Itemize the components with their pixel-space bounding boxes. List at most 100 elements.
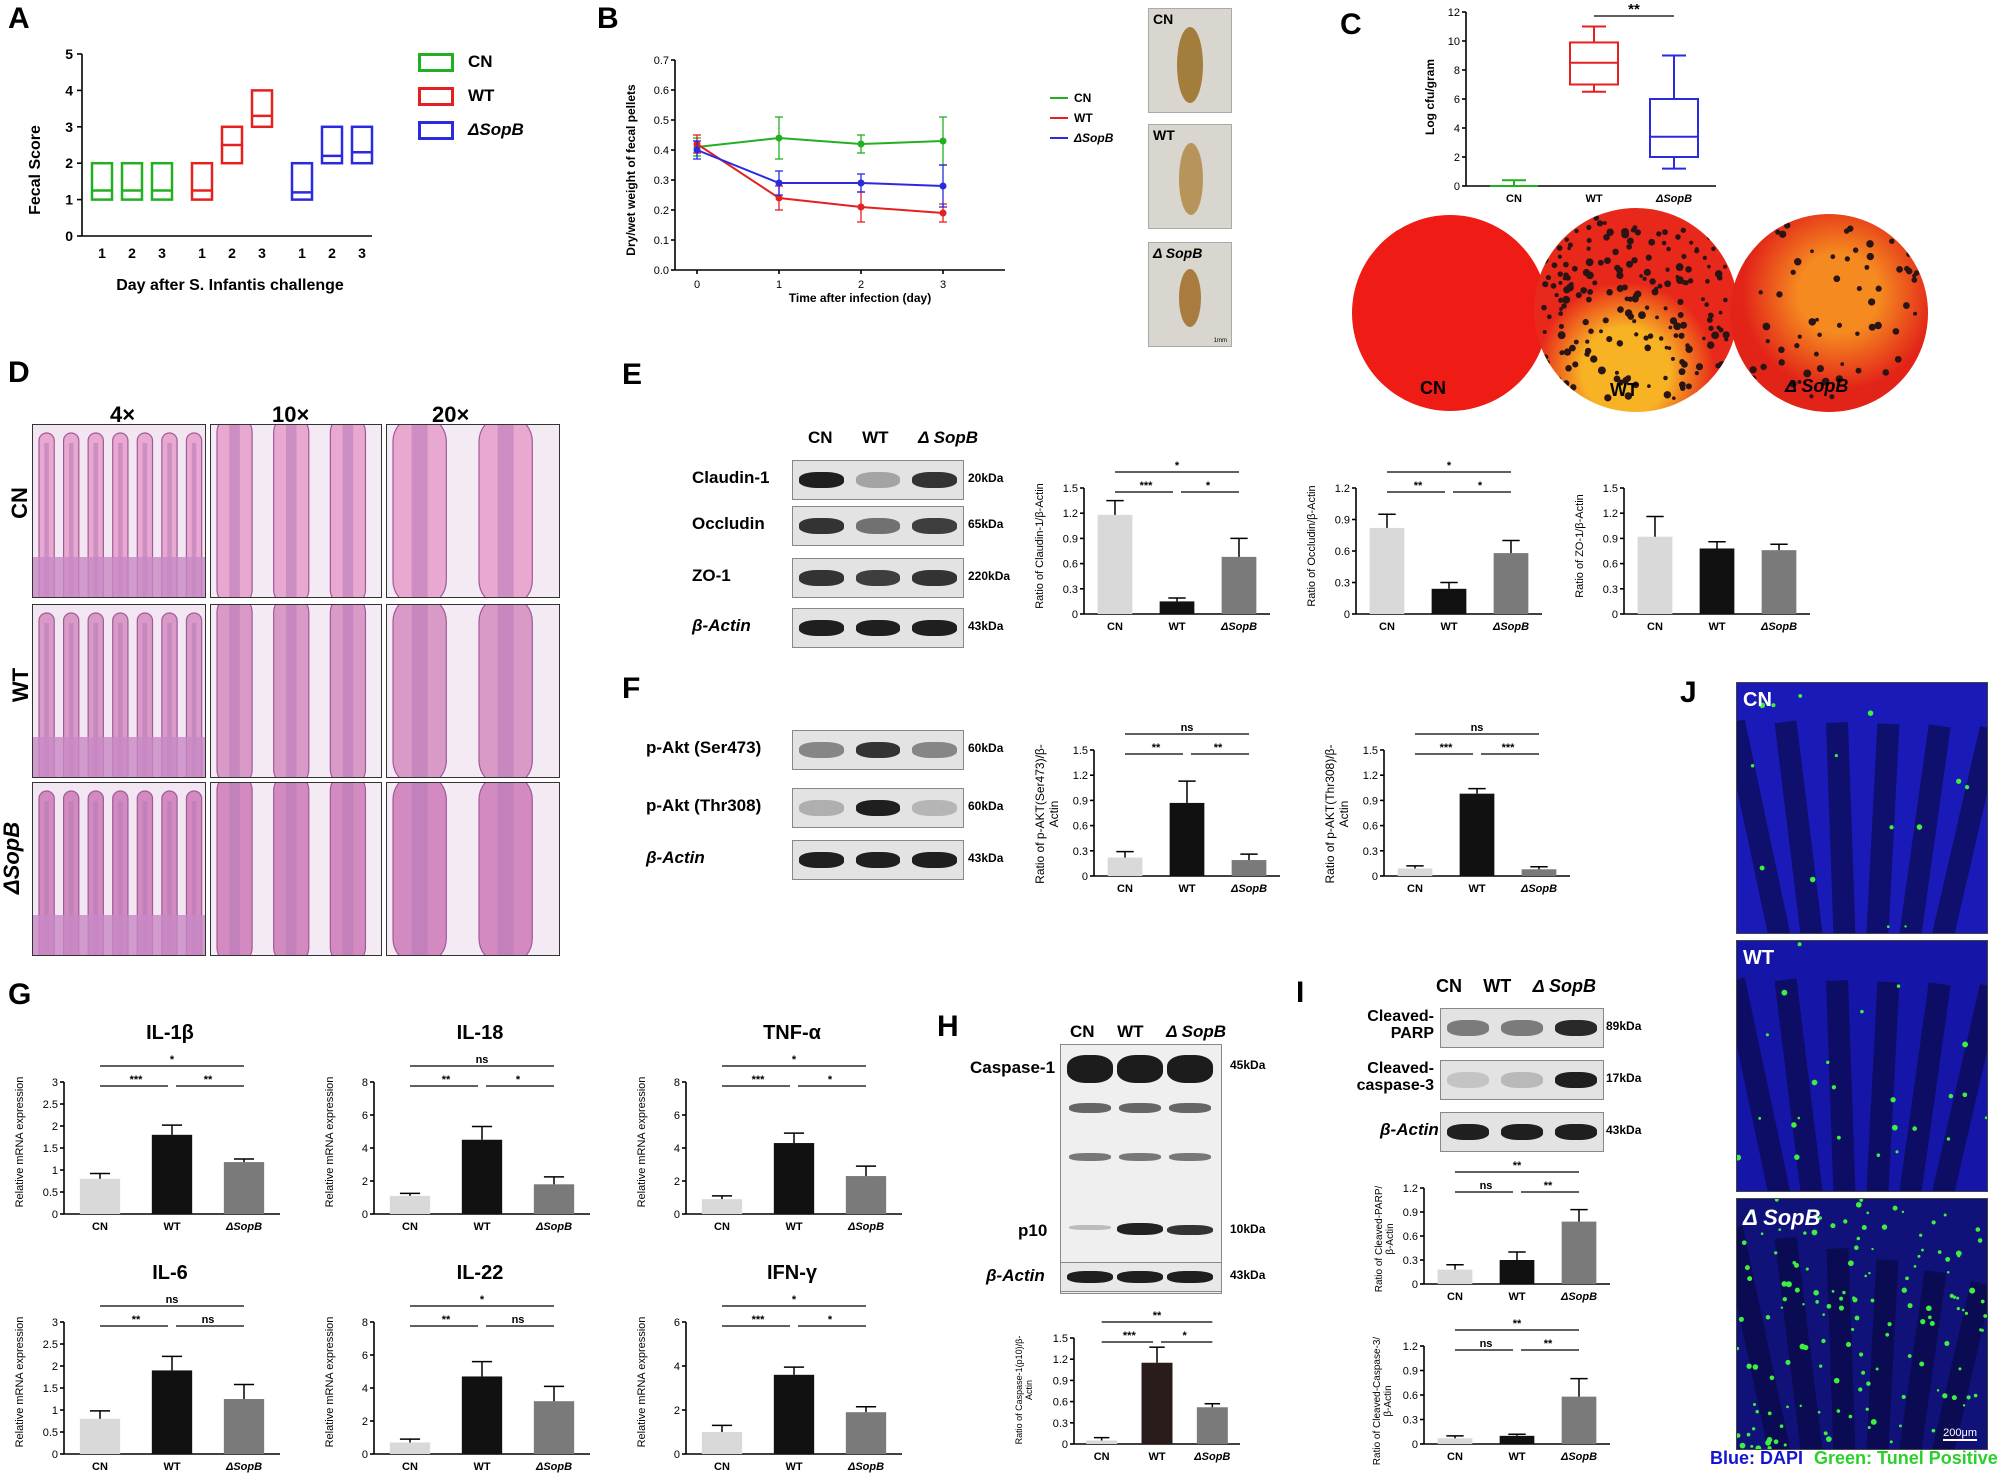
histology-texture — [33, 790, 205, 955]
x-tick-label: WT — [1508, 1291, 1525, 1303]
colony — [1663, 375, 1668, 381]
colony — [1711, 331, 1720, 340]
colony — [1794, 257, 1802, 266]
tunel-positive-cell — [1870, 1298, 1875, 1303]
x-tick-label: WT — [163, 1221, 180, 1233]
x-tick-label: ΔSopB — [1492, 621, 1529, 633]
tunel-positive-cell — [1779, 1424, 1784, 1428]
point-ΔSopB — [693, 146, 701, 154]
tunel-positive-cell — [1752, 1427, 1756, 1431]
tunel-positive-cell — [1811, 1079, 1818, 1086]
x-tick-label: WT — [1708, 621, 1725, 633]
y-tick-label: 2 — [674, 1176, 680, 1188]
y-tick-label: 0.9 — [1053, 1375, 1068, 1387]
villus-core — [342, 425, 354, 597]
tunel-positive-cell — [1913, 1265, 1917, 1268]
band-h-mid2-wt — [1119, 1153, 1161, 1161]
tunel-positive-cell — [1797, 1116, 1801, 1120]
y-tick-label: 12 — [1448, 7, 1460, 19]
colony — [1706, 234, 1713, 240]
significance-label: * — [828, 1314, 833, 1326]
crypt-shadow — [1863, 1259, 1899, 1449]
colony — [1906, 251, 1912, 257]
tunel-positive-cell — [1892, 1205, 1898, 1211]
x-tick-label: CN — [402, 1221, 418, 1233]
tunel-positive-cell — [1887, 1322, 1892, 1327]
i-lane-wt: WT — [1483, 976, 1512, 996]
y-tick-label: 8 — [674, 1077, 680, 1089]
tunel-positive-cell — [1773, 1439, 1779, 1445]
colony — [1675, 275, 1680, 279]
band — [1555, 1072, 1597, 1088]
significance-label: *** — [130, 1074, 144, 1086]
y-tick-label: 2.5 — [43, 1099, 58, 1111]
band — [912, 472, 957, 488]
plate-sopb — [1730, 214, 1928, 412]
colony — [1642, 276, 1647, 281]
band — [912, 518, 957, 534]
bar-ΔSopB — [1761, 550, 1797, 614]
tunel-positive-cell — [1951, 1395, 1957, 1401]
cytokine-ylabel-4: Relative mRNA expression — [324, 1316, 336, 1448]
colony — [1749, 366, 1757, 374]
x-tick-label: 2 — [228, 245, 236, 261]
colony — [1776, 291, 1783, 298]
colony — [1590, 355, 1598, 363]
tunel-positive-cell — [1912, 1126, 1917, 1131]
colony — [1606, 336, 1613, 343]
colony — [1667, 346, 1672, 350]
colony — [1702, 336, 1706, 341]
box-WT-day3 — [250, 89, 274, 129]
significance-label: *** — [1440, 742, 1454, 754]
tunel-positive-cell — [1870, 1419, 1877, 1425]
blot-strip — [792, 506, 964, 546]
colony — [1904, 265, 1910, 272]
colony — [1794, 342, 1800, 349]
tunel-positive-cell — [1889, 1440, 1893, 1444]
x-tick-label: CN — [1447, 1451, 1463, 1463]
h-size-45: 45kDa — [1230, 1058, 1266, 1072]
crypt-shadow — [1891, 1270, 1947, 1449]
band — [1447, 1124, 1489, 1140]
bar-CN — [79, 1418, 121, 1454]
histology-ΔSopB-20× — [386, 782, 560, 956]
y-tick-label: 6 — [674, 1317, 680, 1329]
y-tick-label: 0.6 — [1335, 546, 1350, 558]
legend-b-label-cn: CN — [1074, 91, 1092, 105]
tunel-positive-cell — [1802, 1302, 1805, 1306]
tunel-positive-cell — [1739, 1442, 1746, 1449]
colony — [1677, 298, 1684, 305]
x-tick-label: CN — [1117, 883, 1133, 895]
tunel-positive-cell — [1746, 1432, 1751, 1437]
tunel-sopb-texture — [1737, 1199, 1987, 1449]
colony — [1596, 220, 1604, 227]
band — [1447, 1020, 1489, 1036]
villus-core — [118, 443, 123, 597]
significance-label: *** — [1140, 480, 1154, 492]
colony — [1681, 361, 1688, 368]
tunel-positive-cell — [1955, 1250, 1962, 1257]
y-tick-label: 0.9 — [1603, 533, 1618, 545]
blot-size-1: 65kDa — [968, 517, 1004, 531]
tunel-cn-texture — [1737, 693, 1987, 933]
blot-label-3: β-Actin — [692, 616, 751, 635]
band — [855, 800, 901, 816]
i-lane-sopb: Δ SopB — [1532, 976, 1596, 996]
cytokine-ylabel-2: Relative mRNA expression — [636, 1076, 648, 1208]
y-tick-label: 2 — [1454, 152, 1460, 164]
tunel-positive-cell — [1738, 1316, 1744, 1322]
significance-label: * — [792, 1054, 797, 1066]
bar-CN — [1437, 1269, 1473, 1284]
colony — [1557, 228, 1562, 233]
colony — [1855, 331, 1860, 336]
band-h-mid1-wt — [1119, 1103, 1161, 1113]
tunel-positive-cell — [1916, 824, 1923, 830]
colony — [1913, 311, 1918, 316]
colony — [1632, 381, 1640, 389]
colony — [1912, 245, 1920, 253]
colony — [1682, 280, 1687, 286]
colony — [1631, 257, 1638, 264]
bar-CN — [1369, 527, 1405, 614]
tunel-positive-cell — [1861, 1370, 1866, 1375]
